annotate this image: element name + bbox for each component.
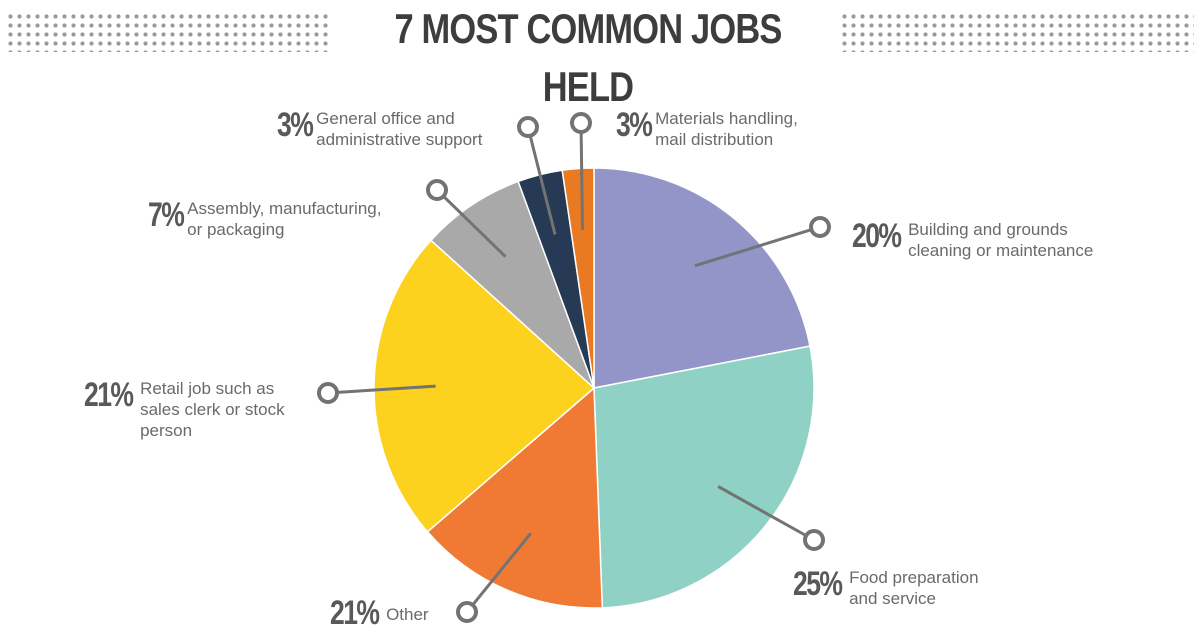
slice-label-assembly-line1: Assembly, manufacturing, — [187, 199, 382, 218]
connector-line-other — [472, 532, 532, 606]
slice-label-retail-line2: sales clerk or stock — [140, 400, 285, 419]
connector-marker-assembly — [426, 179, 448, 201]
pie-slice-other — [426, 386, 604, 609]
pie-slice-materials — [561, 167, 595, 389]
pie-slice-retail — [373, 239, 596, 533]
pie-slice-food-prep — [593, 345, 815, 609]
connector-marker-general-office — [517, 116, 539, 138]
slice-pct-other: 21% — [330, 594, 380, 632]
label-other: 21% Other — [330, 596, 429, 630]
connector-marker-materials — [570, 112, 592, 134]
slice-pct-materials: 3% — [616, 106, 653, 144]
slice-label-retail-line1: Retail job such as — [140, 379, 275, 398]
title-bar: 7 MOST COMMON JOBS HELD — [0, 0, 1200, 110]
slice-label-food-prep-line1: Food preparation — [849, 568, 979, 587]
connector-marker-building-grounds — [809, 216, 831, 238]
slice-label-general-office-line2: administrative support — [316, 130, 483, 149]
label-materials: 3% Materials handling, mail distribution — [616, 108, 798, 150]
slice-label-general-office-line1: General office and — [316, 109, 455, 128]
connector-marker-food-prep — [803, 529, 825, 551]
slice-label-materials-line2: mail distribution — [655, 130, 774, 149]
slice-label-other: Other — [386, 605, 429, 624]
slice-label-assembly-line2: or packaging — [187, 220, 285, 239]
pie-slice-building-grounds — [593, 167, 811, 389]
connector-marker-other — [456, 601, 478, 623]
dot-pattern-left — [6, 12, 332, 52]
connector-line-general-office — [528, 136, 557, 235]
slice-pct-assembly: 7% — [148, 196, 185, 234]
label-food-prep: 25% Food preparation and service — [793, 567, 979, 609]
chart-title: 7 MOST COMMON JOBS HELD — [394, 5, 782, 110]
label-building-grounds: 20% Building and grounds cleaning or mai… — [852, 219, 1093, 261]
label-assembly: 7% Assembly, manufacturing, or packaging — [148, 198, 381, 240]
slice-label-materials-line1: Materials handling, — [655, 109, 798, 128]
pie-slice-assembly — [429, 180, 595, 389]
slice-pct-general-office: 3% — [277, 106, 314, 144]
label-general-office: 3% General office and administrative sup… — [277, 108, 482, 150]
connector-line-food-prep — [717, 485, 806, 537]
slice-label-building-grounds-line2: cleaning or maintenance — [908, 241, 1094, 260]
slice-label-building-grounds-line1: Building and grounds — [908, 220, 1068, 239]
label-retail: 21% Retail job such as sales clerk or st… — [84, 378, 285, 441]
connector-marker-retail — [317, 382, 339, 404]
connector-line-assembly — [443, 195, 507, 258]
dot-pattern-right — [840, 12, 1194, 52]
slice-label-food-prep-line2: and service — [849, 589, 936, 608]
connector-line-materials — [579, 132, 585, 231]
connector-line-retail — [337, 384, 436, 394]
connector-line-building-grounds — [694, 228, 811, 268]
slice-pct-building-grounds: 20% — [852, 217, 902, 255]
slice-label-retail-line3: person — [140, 421, 193, 440]
slice-pct-retail: 21% — [84, 376, 134, 414]
slice-pct-food-prep: 25% — [793, 565, 843, 603]
